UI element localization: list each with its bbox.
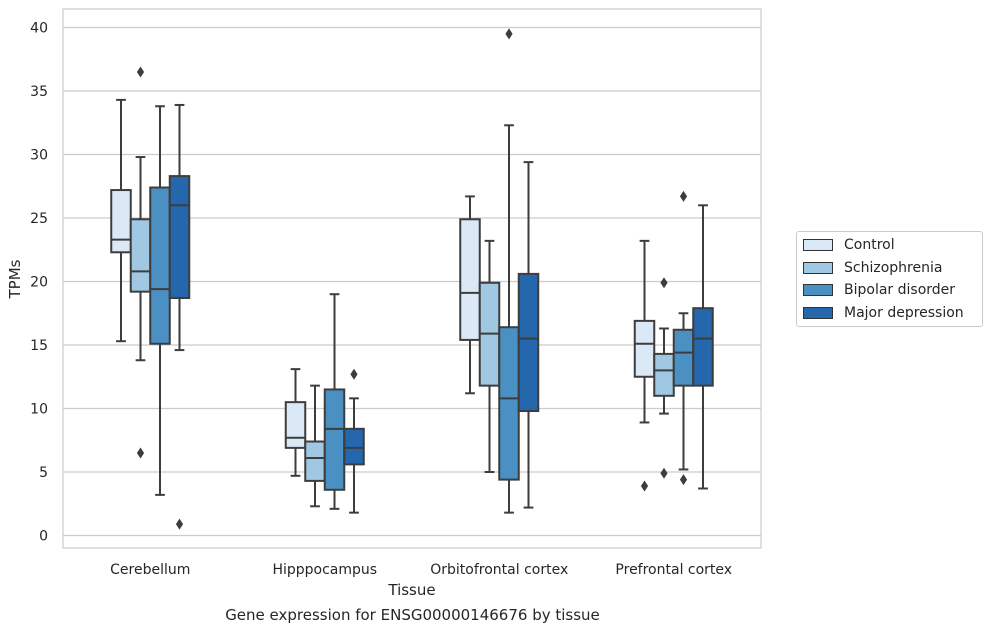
outlier-point bbox=[660, 277, 668, 289]
box bbox=[498, 326, 520, 481]
legend-item-schizophrenia: Schizophrenia bbox=[803, 258, 942, 278]
box bbox=[284, 401, 307, 449]
y-tick-label: 0 bbox=[39, 529, 48, 545]
y-tick-labels: 0 5 10 15 20 25 30 35 40 bbox=[30, 21, 48, 545]
y-gridlines bbox=[63, 26, 761, 537]
outlier-point bbox=[136, 66, 145, 78]
box bbox=[653, 352, 675, 397]
y-tick-label: 5 bbox=[39, 465, 48, 481]
box bbox=[129, 218, 152, 293]
box bbox=[149, 186, 171, 345]
outlier-point bbox=[679, 474, 688, 486]
y-tick-label: 25 bbox=[30, 211, 48, 227]
box bbox=[672, 328, 695, 387]
outlier-point bbox=[505, 28, 513, 40]
x-tick-label: Orbitofrontal cortex bbox=[430, 562, 568, 578]
legend-item-control: Control bbox=[803, 235, 895, 255]
outlier-point bbox=[640, 480, 649, 492]
outlier-point bbox=[679, 190, 688, 202]
box bbox=[517, 272, 540, 413]
series-major-depression bbox=[168, 103, 714, 530]
outlier-point bbox=[660, 467, 668, 479]
series-bipolar-disorder bbox=[149, 28, 695, 514]
legend-item-major-depression: Major depression bbox=[803, 303, 964, 323]
x-tick-label: Prefrontal cortex bbox=[615, 562, 732, 578]
outlier-point bbox=[136, 447, 145, 459]
legend: Control Schizophrenia Bipolar disorder M… bbox=[796, 231, 983, 327]
legend-label: Control bbox=[844, 237, 895, 253]
x-tick-label: Hipppocampus bbox=[272, 562, 377, 578]
box bbox=[304, 440, 326, 482]
outlier-point bbox=[175, 518, 184, 530]
y-tick-label: 15 bbox=[30, 338, 48, 354]
legend-label: Major depression bbox=[844, 305, 964, 321]
chart-caption: Gene expression for ENSG00000146676 by t… bbox=[225, 606, 600, 624]
legend-label: Bipolar disorder bbox=[844, 282, 956, 298]
box bbox=[692, 307, 714, 387]
outlier-point bbox=[350, 368, 358, 380]
y-tick-label: 40 bbox=[30, 21, 48, 37]
box bbox=[168, 175, 191, 300]
x-axis-label: Tissue bbox=[387, 581, 435, 599]
y-tick-label: 20 bbox=[30, 275, 48, 291]
x-tick-labels: Cerebellum Hipppocampus Orbitofrontal cort… bbox=[110, 562, 732, 578]
x-tick-label: Cerebellum bbox=[110, 562, 190, 578]
box bbox=[110, 189, 132, 254]
legend-label: Schizophrenia bbox=[844, 260, 943, 276]
box bbox=[633, 319, 656, 378]
box bbox=[323, 388, 346, 491]
y-tick-label: 10 bbox=[30, 402, 48, 418]
series-control bbox=[110, 98, 656, 492]
y-tick-label: 30 bbox=[30, 148, 48, 164]
box bbox=[343, 427, 365, 466]
y-axis-label: TPMs bbox=[6, 259, 24, 299]
y-tick-label: 35 bbox=[30, 84, 48, 100]
legend-swatch bbox=[803, 307, 833, 319]
legend-swatch bbox=[803, 239, 833, 251]
box bbox=[459, 218, 481, 341]
legend-swatch bbox=[803, 262, 833, 274]
box-series bbox=[110, 28, 714, 530]
legend-item-bipolar-disorder: Bipolar disorder bbox=[803, 280, 955, 300]
legend-swatch bbox=[803, 284, 833, 296]
